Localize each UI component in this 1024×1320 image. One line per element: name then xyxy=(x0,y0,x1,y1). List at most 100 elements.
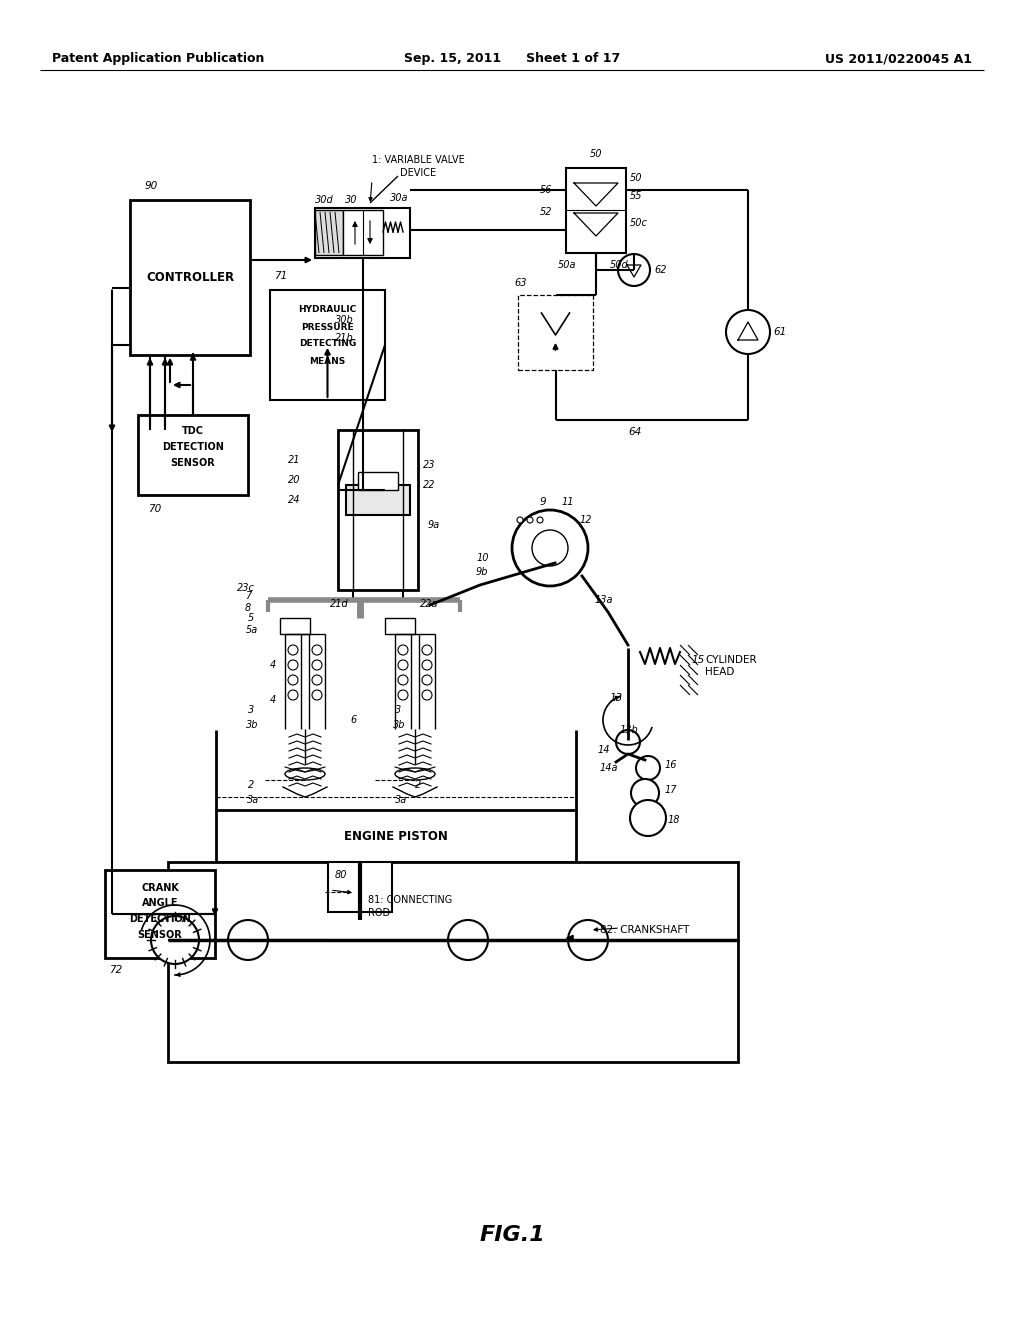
Text: 62: 62 xyxy=(654,265,667,275)
Text: Sep. 15, 2011  Sheet 1 of 17: Sep. 15, 2011 Sheet 1 of 17 xyxy=(403,51,621,65)
Text: 6: 6 xyxy=(350,715,356,725)
Text: 5a: 5a xyxy=(246,624,258,635)
Text: 81: CONNECTING: 81: CONNECTING xyxy=(368,895,453,906)
Circle shape xyxy=(618,253,650,286)
Text: 14a: 14a xyxy=(600,763,618,774)
Text: TDC: TDC xyxy=(182,426,204,436)
Text: 20: 20 xyxy=(288,475,300,484)
Bar xyxy=(270,290,385,400)
Text: SENSOR: SENSOR xyxy=(171,458,215,469)
Text: 56: 56 xyxy=(540,185,553,195)
Text: 30b: 30b xyxy=(335,315,353,325)
Bar xyxy=(358,473,398,490)
Text: 5: 5 xyxy=(248,612,254,623)
Text: 10: 10 xyxy=(477,553,489,564)
Text: 23c: 23c xyxy=(237,583,255,593)
Text: 21: 21 xyxy=(288,455,300,465)
Text: CONTROLLER: CONTROLLER xyxy=(146,271,234,284)
Circle shape xyxy=(288,660,298,671)
Text: 55: 55 xyxy=(630,191,642,201)
Text: 30: 30 xyxy=(345,195,357,205)
Circle shape xyxy=(630,800,666,836)
Text: 80: 80 xyxy=(335,870,347,880)
Circle shape xyxy=(636,756,660,780)
Text: 50d: 50d xyxy=(610,260,629,271)
Text: 13: 13 xyxy=(610,693,624,704)
Text: 82: CRANKSHAFT: 82: CRANKSHAFT xyxy=(600,925,689,935)
Bar xyxy=(343,210,383,255)
Circle shape xyxy=(631,779,659,807)
Text: 90: 90 xyxy=(145,181,159,191)
Bar xyxy=(138,414,248,495)
Circle shape xyxy=(422,675,432,685)
Text: 9b: 9b xyxy=(476,568,488,577)
Text: 12: 12 xyxy=(580,515,593,525)
Bar xyxy=(566,168,626,253)
Text: 4: 4 xyxy=(270,660,276,671)
Text: HEAD: HEAD xyxy=(705,667,734,677)
Text: 17: 17 xyxy=(665,785,678,795)
Circle shape xyxy=(537,517,543,523)
Text: DETECTION: DETECTION xyxy=(162,442,224,451)
Bar xyxy=(280,618,310,634)
Text: ROD: ROD xyxy=(368,908,390,917)
Text: 7: 7 xyxy=(245,591,251,601)
Text: 4: 4 xyxy=(270,696,276,705)
Text: Patent Application Publication: Patent Application Publication xyxy=(52,51,264,65)
Circle shape xyxy=(288,645,298,655)
Text: 52: 52 xyxy=(540,207,553,216)
Text: DETECTING: DETECTING xyxy=(299,339,356,348)
Circle shape xyxy=(398,675,408,685)
Circle shape xyxy=(449,920,488,960)
Text: 72: 72 xyxy=(109,965,122,975)
Text: 13b: 13b xyxy=(620,725,639,735)
Text: 2: 2 xyxy=(248,780,254,789)
Text: 3b: 3b xyxy=(246,719,258,730)
Text: 21d: 21d xyxy=(330,599,349,609)
Text: MEANS: MEANS xyxy=(309,358,346,367)
Text: 21b: 21b xyxy=(335,333,353,343)
Circle shape xyxy=(517,517,523,523)
Bar xyxy=(328,862,392,912)
Text: HYDRAULIC: HYDRAULIC xyxy=(298,305,356,314)
Text: US 2011/0220045 A1: US 2011/0220045 A1 xyxy=(825,51,972,65)
Text: ENGINE PISTON: ENGINE PISTON xyxy=(344,829,447,842)
Text: 18: 18 xyxy=(668,814,681,825)
Circle shape xyxy=(398,660,408,671)
Text: 70: 70 xyxy=(148,504,161,513)
Text: 3: 3 xyxy=(248,705,254,715)
Text: 3a: 3a xyxy=(247,795,259,805)
Text: 50: 50 xyxy=(630,173,642,183)
Circle shape xyxy=(532,531,568,566)
Text: 50a: 50a xyxy=(558,260,577,271)
Circle shape xyxy=(422,690,432,700)
Bar xyxy=(105,870,215,958)
Text: 14: 14 xyxy=(598,744,610,755)
Text: DETECTION: DETECTION xyxy=(129,913,190,924)
Text: 9: 9 xyxy=(540,498,547,507)
Circle shape xyxy=(312,645,322,655)
Text: FIG.1: FIG.1 xyxy=(479,1225,545,1245)
Circle shape xyxy=(616,730,640,754)
Text: 3b: 3b xyxy=(393,719,406,730)
Circle shape xyxy=(312,675,322,685)
Text: 63: 63 xyxy=(514,279,526,288)
Bar xyxy=(130,201,250,355)
Text: 50c: 50c xyxy=(630,218,648,228)
Circle shape xyxy=(288,690,298,700)
Text: 8: 8 xyxy=(245,603,251,612)
Text: 24: 24 xyxy=(288,495,300,506)
Ellipse shape xyxy=(285,768,325,780)
Text: 11: 11 xyxy=(562,498,574,507)
Bar xyxy=(518,294,593,370)
Text: 3a: 3a xyxy=(395,795,408,805)
Text: 13a: 13a xyxy=(595,595,613,605)
Text: 15: 15 xyxy=(692,655,706,665)
Bar xyxy=(346,484,410,515)
Bar xyxy=(168,862,738,1063)
Text: CYLINDER: CYLINDER xyxy=(705,655,757,665)
Ellipse shape xyxy=(395,768,435,780)
Bar xyxy=(338,430,418,590)
Text: 30d: 30d xyxy=(315,195,334,205)
Text: SENSOR: SENSOR xyxy=(137,931,182,940)
